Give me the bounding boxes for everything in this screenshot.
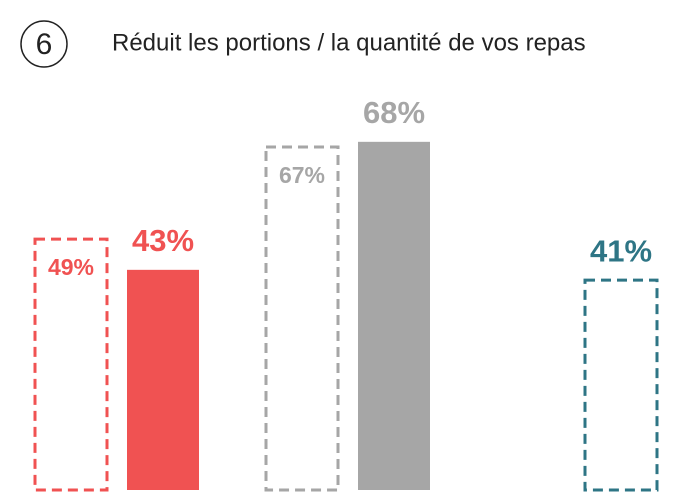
number: 6	[36, 28, 53, 61]
chart-title: Réduit les portions / la quantité de vos…	[112, 29, 586, 56]
data-label: 49%	[48, 254, 94, 280]
bar	[358, 141, 430, 490]
data-label: 41%	[590, 233, 652, 268]
bar	[127, 269, 199, 490]
data-label: 43%	[132, 223, 194, 258]
data-label: 68%	[363, 95, 425, 130]
data-label: 67%	[279, 162, 325, 188]
bar-previous	[264, 145, 340, 492]
bar-previous	[33, 237, 109, 492]
bar-previous	[583, 278, 659, 492]
number-badge	[20, 20, 68, 68]
